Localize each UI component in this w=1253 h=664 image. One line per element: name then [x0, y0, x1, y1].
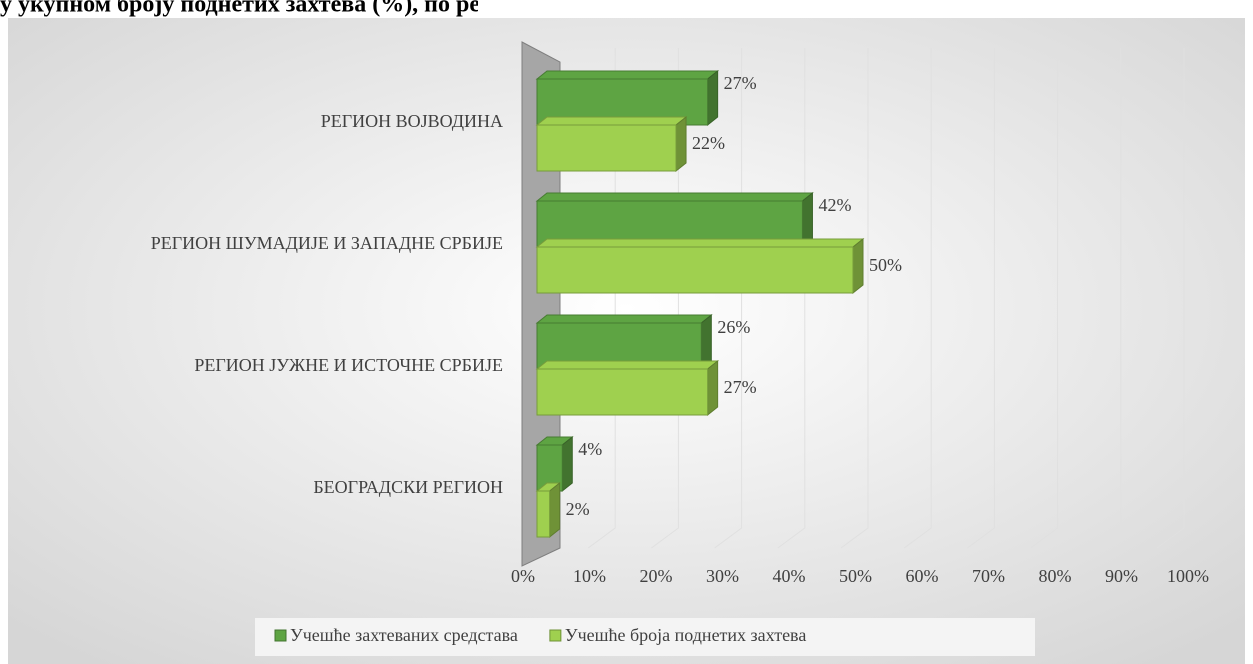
y-tick-label: РЕГИОН ВОЈВОДИНА	[321, 111, 503, 131]
bar-side	[561, 435, 573, 493]
value-label: 22%	[692, 133, 725, 153]
x-tick-label: 80%	[1039, 566, 1072, 586]
grid-line	[903, 48, 932, 549]
chart-title: у укупном броју поднетих захтева (%), по…	[0, 0, 573, 18]
legend-label: Учешће броја поднетих захтева	[565, 625, 806, 645]
x-tick-label: 20%	[640, 566, 673, 586]
bar-top	[535, 314, 713, 324]
value-label: 2%	[566, 499, 590, 519]
y-tick-label: БЕОГРАДСКИ РЕГИОН	[313, 477, 503, 497]
legend-swatch	[274, 629, 287, 642]
x-tick-label: 60%	[906, 566, 939, 586]
bar	[535, 115, 688, 173]
bar-face	[536, 124, 677, 172]
x-tick-label: 0%	[511, 566, 535, 586]
legend-box	[255, 618, 1035, 656]
x-tick-label: 50%	[839, 566, 872, 586]
bar-top	[535, 70, 720, 80]
bar-top	[535, 116, 688, 126]
value-label: 27%	[724, 377, 757, 397]
grid-line	[1156, 48, 1185, 549]
bar-side	[707, 359, 719, 417]
bar-top	[535, 360, 720, 370]
x-tick-label: 10%	[573, 566, 606, 586]
bar-side	[852, 237, 864, 295]
bar	[535, 359, 720, 417]
x-tick-label: 30%	[706, 566, 739, 586]
bar-side	[549, 481, 561, 539]
x-tick-label: 70%	[972, 566, 1005, 586]
axis-wall	[521, 41, 561, 567]
legend-label: Учешће захтеваних средстава	[290, 625, 518, 645]
x-tick-label: 40%	[773, 566, 806, 586]
value-label: 26%	[717, 317, 750, 337]
grid-line	[1093, 48, 1122, 549]
bar-side	[675, 115, 687, 173]
y-tick-label: РЕГИОН ШУМАДИЈЕ И ЗАПАДНЕ СРБИЈЕ	[151, 233, 503, 253]
grid-line	[840, 48, 869, 549]
bar-top	[535, 192, 814, 202]
x-tick-label: 100%	[1167, 566, 1209, 586]
value-label: 50%	[869, 255, 902, 275]
value-label: 4%	[578, 439, 602, 459]
bar	[535, 237, 865, 295]
grid-line	[1030, 48, 1059, 549]
bar	[535, 481, 562, 539]
bar-face	[536, 368, 709, 416]
bar-face	[536, 490, 551, 538]
value-label: 27%	[724, 73, 757, 93]
value-label: 42%	[818, 195, 851, 215]
x-tick-label: 90%	[1105, 566, 1138, 586]
bar-face	[536, 246, 854, 294]
bar-top	[535, 238, 865, 248]
bar-side	[707, 69, 719, 127]
y-tick-label: РЕГИОН ЈУЖНЕ И ИСТОЧНЕ СРБИЈЕ	[194, 355, 503, 375]
legend-swatch	[549, 629, 562, 642]
grid-line	[967, 48, 995, 549]
